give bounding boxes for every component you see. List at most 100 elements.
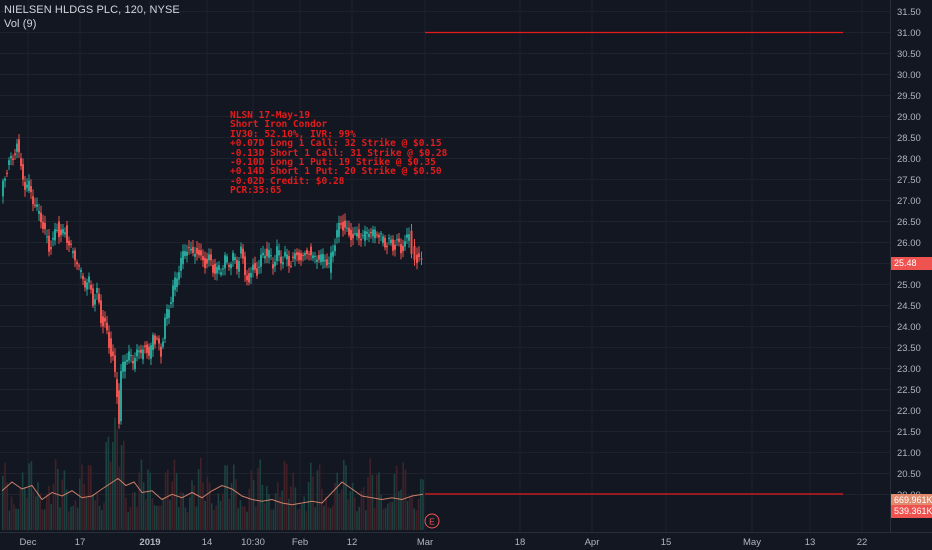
candle xyxy=(344,213,346,235)
candle xyxy=(70,240,72,248)
volume-bar xyxy=(224,465,226,530)
volume-bar xyxy=(21,472,24,530)
strategy-annotation[interactable]: NLSN 17-May-19 Short Iron Condor IV30: 5… xyxy=(230,111,447,196)
volume-bar xyxy=(171,481,173,530)
volume-bar xyxy=(261,484,264,530)
time-tick-label: 10:30 xyxy=(241,537,265,548)
last-price-badge: 25.48 xyxy=(891,257,932,270)
volume-bar xyxy=(371,475,374,530)
volume-bar xyxy=(266,485,268,530)
candle xyxy=(352,227,354,246)
volume-bar xyxy=(79,478,81,530)
candle xyxy=(234,253,236,264)
price-tick-label: 26.50 xyxy=(897,217,921,228)
candle xyxy=(256,261,258,279)
volume-bar xyxy=(149,472,151,530)
candle xyxy=(104,311,106,328)
candle xyxy=(112,344,114,361)
volume-bar xyxy=(189,497,191,530)
volume-bar xyxy=(272,509,275,530)
candle xyxy=(230,261,232,276)
candle xyxy=(158,335,160,351)
volume-bar xyxy=(336,472,338,530)
candle xyxy=(396,234,398,246)
candle xyxy=(220,268,222,277)
volume-bar xyxy=(193,485,195,530)
volume-bar xyxy=(94,500,96,530)
candle xyxy=(250,266,252,285)
candle xyxy=(280,250,282,271)
candle xyxy=(264,248,266,264)
volume-bar xyxy=(299,508,301,530)
candle xyxy=(212,259,214,277)
volume-bar xyxy=(63,470,66,530)
candle xyxy=(152,332,154,358)
price-tick-label: 31.00 xyxy=(897,28,921,39)
candle xyxy=(172,279,174,308)
annotation-line: PCR:35:65 xyxy=(230,185,282,197)
candle xyxy=(398,232,400,247)
volume-bar xyxy=(400,489,402,530)
candle xyxy=(366,227,368,241)
volume-bar xyxy=(409,497,411,530)
volume-bar xyxy=(127,511,129,530)
candle xyxy=(284,245,286,259)
annotation-line: +0.14D Short 1 Put: 20 Strike @ $0.50 xyxy=(230,166,442,178)
annotation-line: +0.07D Long 1 Call: 32 Strike @ $0.15 xyxy=(230,138,442,150)
volume-bar xyxy=(182,492,184,530)
candle xyxy=(354,226,356,236)
candle xyxy=(130,348,132,363)
volume-bar xyxy=(92,494,94,530)
candle xyxy=(276,239,278,266)
candle xyxy=(148,343,150,360)
candle xyxy=(384,235,386,251)
price-tick-label: 25.00 xyxy=(897,280,921,291)
candle xyxy=(128,344,130,364)
volume-bar xyxy=(72,505,74,530)
candle xyxy=(168,304,170,325)
volume-bar xyxy=(360,490,363,530)
candle xyxy=(136,343,138,362)
earnings-marker[interactable]: E xyxy=(424,513,440,529)
volume-bar xyxy=(10,496,13,530)
volume-bar xyxy=(387,503,389,530)
candle xyxy=(64,227,66,238)
price-tick-label: 26.00 xyxy=(897,238,921,249)
candle xyxy=(94,294,96,312)
time-tick-label: 2019 xyxy=(139,537,160,548)
candle xyxy=(176,272,178,292)
candle xyxy=(244,251,246,282)
candle xyxy=(154,333,156,349)
symbol-title[interactable]: NIELSEN HLDGS PLC, 120, NYSE xyxy=(4,4,180,16)
candle xyxy=(52,231,54,247)
volume-bar xyxy=(156,505,158,530)
candle xyxy=(180,251,182,278)
volume-bar xyxy=(382,508,385,530)
price-tick-label: 23.00 xyxy=(897,364,921,375)
volume-bar xyxy=(158,505,160,530)
candle xyxy=(262,245,264,258)
candle xyxy=(272,257,274,275)
volume-bar xyxy=(343,459,345,530)
candle xyxy=(306,247,308,260)
candle xyxy=(364,225,366,247)
candle xyxy=(338,215,340,243)
candle xyxy=(84,277,86,292)
volume-bar xyxy=(384,508,387,530)
candle xyxy=(188,240,190,255)
annotation-line: -0.13D Short 1 Call: 31 Strike @ $0.28 xyxy=(230,147,448,159)
volume-bar xyxy=(296,509,299,530)
candle xyxy=(26,178,28,192)
time-tick-label: Apr xyxy=(585,537,600,548)
volume-indicator-label[interactable]: Vol (9) xyxy=(4,18,37,30)
candle xyxy=(376,231,378,238)
time-tick-label: 18 xyxy=(515,537,526,548)
time-axis[interactable]: Dec 17 2019 14 10:30 Feb 12 Mar 18 Apr 15 May 13 22 xyxy=(0,532,932,549)
candle xyxy=(18,134,20,158)
candle xyxy=(316,255,318,269)
candle xyxy=(310,243,312,261)
candle xyxy=(308,250,310,261)
candle xyxy=(100,294,102,328)
volume-bar xyxy=(347,499,349,530)
